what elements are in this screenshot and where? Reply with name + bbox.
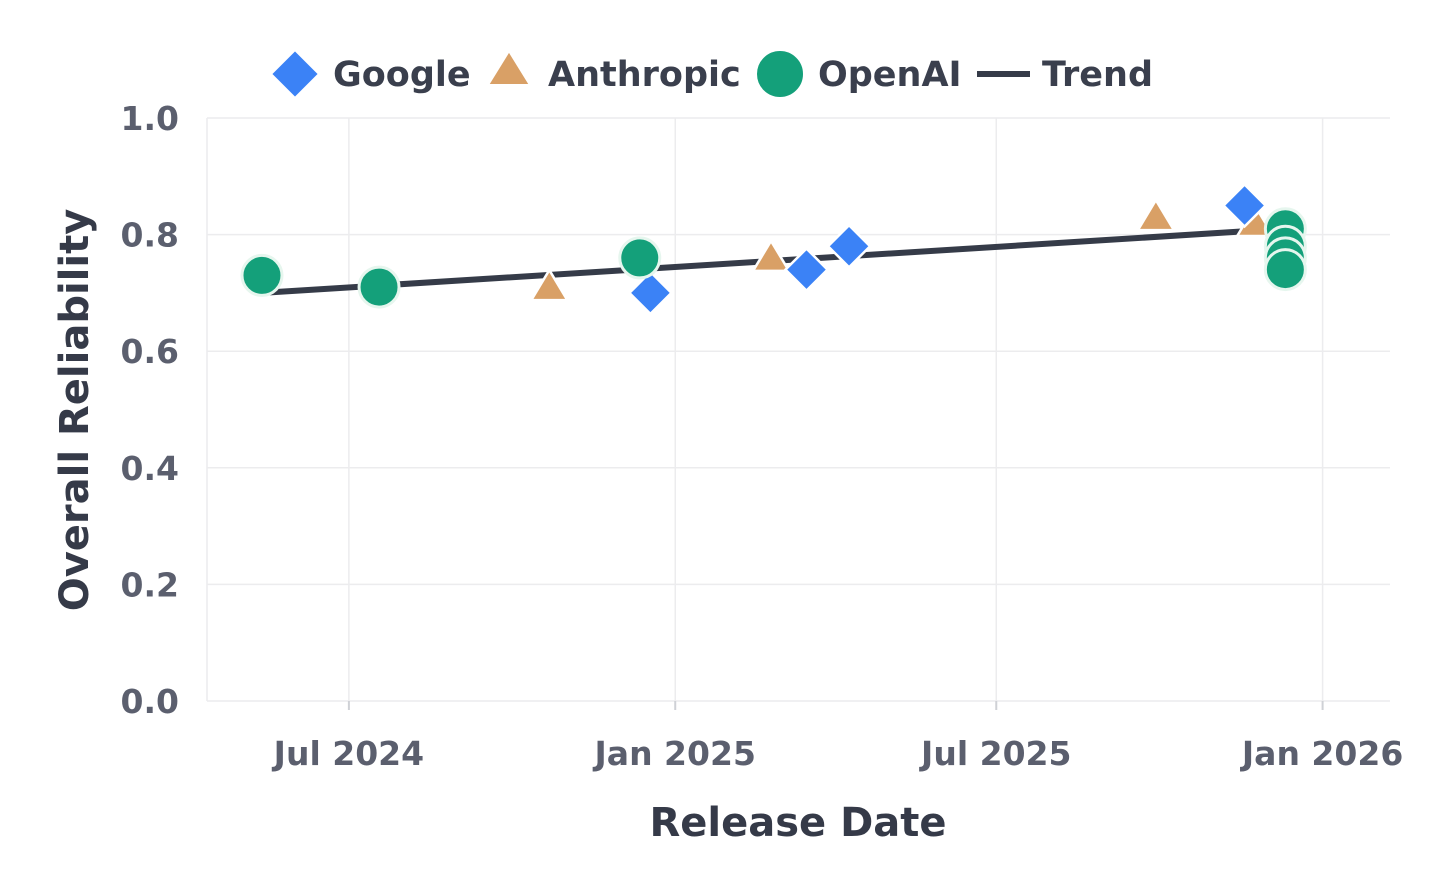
y-axis-title: Overall Reliability — [52, 209, 98, 612]
legend-triangle-icon — [486, 49, 532, 86]
legend-item-google: Google — [269, 48, 471, 100]
openai-point — [1263, 248, 1307, 292]
legend-item-trend: Trend — [977, 55, 1153, 95]
x-tick-label: Jul 2024 — [272, 734, 424, 773]
legend-label-openai: OpenAI — [818, 55, 962, 95]
anthropic-point — [1135, 197, 1177, 232]
legend-diamond-icon — [269, 48, 321, 100]
google-point — [1221, 182, 1268, 229]
legend-item-anthropic: Anthropic — [486, 49, 741, 95]
google-point — [627, 270, 674, 316]
legend-label-anthropic: Anthropic — [548, 55, 741, 95]
y-tick-label: 0.6 — [121, 332, 179, 371]
y-tick-label: 0.8 — [121, 216, 179, 255]
openai-point — [240, 253, 284, 297]
openai-point — [357, 265, 401, 309]
grid — [206, 117, 1390, 710]
y-tick-label: 0.0 — [121, 682, 179, 721]
data-points — [240, 182, 1307, 316]
legend-label-google: Google — [333, 55, 471, 95]
google-point — [783, 246, 830, 293]
legend-item-openai: OpenAI — [755, 49, 962, 99]
legend-label-trend: Trend — [1042, 55, 1153, 95]
y-tick-label: 1.0 — [121, 99, 179, 138]
y-tick-label: 0.2 — [121, 565, 179, 604]
x-axis-title: Release Date — [649, 800, 946, 846]
x-tick-label: Jan 2025 — [593, 734, 756, 773]
y-tick-label: 0.4 — [121, 449, 179, 488]
x-tick-label: Jan 2026 — [1240, 734, 1403, 773]
legend: Google Anthropic OpenAI Trend — [269, 48, 1153, 100]
anthropic-point — [529, 267, 570, 302]
legend-circle-icon — [755, 49, 805, 99]
y-axis-ticks: 0.0 0.2 0.4 0.6 0.8 1.0 — [121, 99, 179, 721]
x-tick-label: Jul 2025 — [919, 734, 1071, 773]
x-axis-ticks: Jul 2024 Jan 2025 Jul 2025 Jan 2026 — [272, 734, 1404, 773]
anthropic-point — [750, 238, 792, 273]
google-point — [826, 223, 872, 270]
openai-point — [618, 236, 662, 280]
